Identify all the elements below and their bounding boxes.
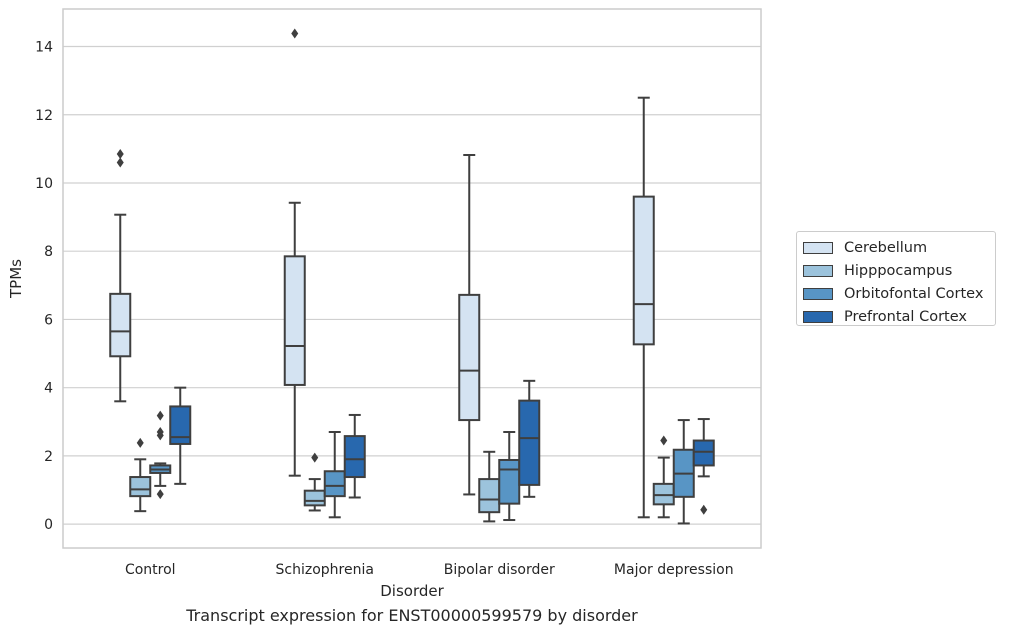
box-iqr	[518, 399, 541, 486]
box-3-3	[692, 418, 715, 515]
legend-label-orbitofrontal: Orbitofontal Cortex	[844, 285, 984, 302]
box-iqr	[692, 439, 715, 467]
box-iqr	[343, 435, 366, 479]
x-tick-label-0: Control	[125, 562, 176, 578]
box-3-1	[343, 413, 366, 499]
flier-point	[116, 148, 124, 159]
x-tick-label-1: Schizophrenia	[276, 562, 374, 578]
legend-label-cerebellum: Cerebellum	[844, 239, 928, 256]
y-tick-label-6: 6	[44, 312, 53, 328]
y-tick-label-8: 8	[44, 244, 53, 260]
y-tick-label-14: 14	[35, 40, 53, 56]
flier-point	[311, 452, 319, 463]
legend-swatch-orbitofrontal	[803, 287, 833, 300]
y-tick-label-4: 4	[44, 381, 53, 397]
flier-point	[156, 427, 164, 438]
legend-item-cerebellum: Cerebellum	[803, 236, 995, 259]
box-iqr	[283, 255, 306, 386]
plot-frame	[62, 8, 762, 549]
box-2-3	[672, 419, 695, 525]
y-tick-label-2: 2	[44, 449, 53, 465]
x-tick-label-2: Bipolar disorder	[444, 562, 555, 578]
legend: Cerebellum Hipppocampus Orbitofontal Cor…	[796, 231, 996, 326]
box-0-1	[283, 28, 306, 477]
box-0-3	[632, 96, 655, 519]
flier-point	[700, 504, 708, 515]
flier-point	[156, 410, 164, 421]
legend-swatch-cerebellum	[803, 241, 833, 254]
box-1-2	[478, 450, 501, 523]
box-1-3	[652, 435, 675, 519]
y-tick-label-0: 0	[44, 517, 53, 533]
box-0-0	[109, 148, 132, 403]
flier-point	[660, 435, 668, 446]
box-iqr	[109, 292, 132, 358]
legend-swatch-prefrontal	[803, 310, 833, 323]
y-tick-label-12: 12	[35, 108, 53, 124]
box-iqr	[652, 482, 675, 506]
box-3-0	[169, 386, 192, 485]
box-3-2	[518, 379, 541, 498]
legend-item-hippocampus: Hipppocampus	[803, 259, 995, 282]
y-axis-label: TPMs	[7, 259, 25, 299]
box-iqr	[478, 478, 501, 514]
box-0-2	[458, 154, 481, 496]
box-iqr	[458, 293, 481, 422]
box-iqr	[498, 458, 521, 505]
box-1-1	[303, 452, 326, 512]
legend-item-orbitofrontal: Orbitofontal Cortex	[803, 282, 995, 305]
x-axis-label: Disorder	[380, 582, 444, 600]
x-tick-label-3: Major depression	[614, 562, 734, 578]
flier-point	[116, 157, 124, 168]
y-tick-label-10: 10	[35, 176, 53, 192]
legend-label-hippocampus: Hipppocampus	[844, 262, 953, 279]
chart-caption: Transcript expression for ENST0000059957…	[186, 606, 638, 625]
box-2-1	[323, 431, 346, 519]
box-iqr	[323, 470, 346, 498]
box-iqr	[303, 489, 326, 507]
box-2-0	[149, 410, 172, 500]
legend-swatch-hippocampus	[803, 264, 833, 277]
legend-label-prefrontal: Prefrontal Cortex	[844, 308, 967, 325]
box-iqr	[169, 405, 192, 445]
box-2-2	[498, 431, 521, 522]
flier-point	[136, 437, 144, 448]
box-iqr	[632, 195, 655, 346]
box-1-0	[129, 437, 152, 513]
flier-point	[291, 28, 299, 39]
box-iqr	[129, 476, 152, 498]
legend-item-prefrontal: Prefrontal Cortex	[803, 305, 995, 328]
flier-point	[156, 489, 164, 500]
